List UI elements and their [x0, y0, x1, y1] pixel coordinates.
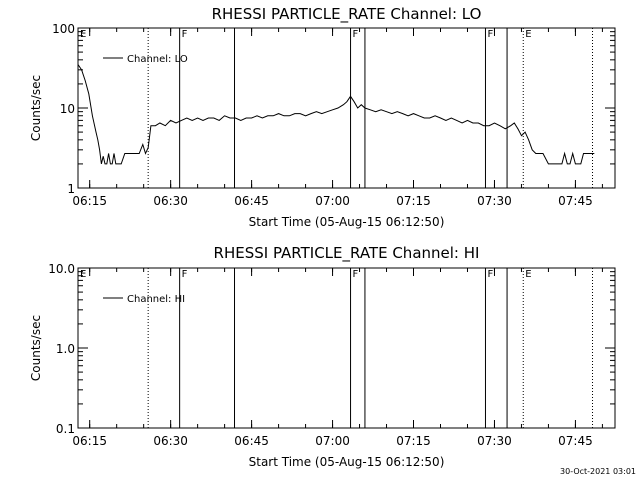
flag-label: E	[80, 29, 86, 40]
series-line	[77, 64, 595, 165]
chart-panel-hi: RHESSI PARTICLE_RATE Channel: HI 06:15 06:…	[29, 244, 616, 469]
flag-label: F	[353, 269, 359, 280]
legend-label: Channel: HI	[127, 294, 185, 305]
x-axis-label: Start Time (05-Aug-15 06:12:50)	[249, 455, 445, 469]
y-tick-label: 1.0	[56, 342, 75, 356]
x-tick-label: 06:30	[153, 434, 188, 448]
chart-panel-lo: RHESSI PARTICLE_RATE Channel: LO 06:15 06:…	[29, 5, 616, 229]
y-tick-label: 100	[52, 22, 75, 36]
chart-title: RHESSI PARTICLE_RATE Channel: LO	[212, 5, 482, 24]
flag-label: F	[182, 29, 188, 40]
flag-label: F	[487, 269, 493, 280]
flag-label: E	[525, 269, 531, 280]
y-tick-label: 10	[60, 102, 75, 116]
flag-label: F	[182, 269, 188, 280]
x-tick-label: 06:30	[153, 194, 188, 208]
y-axis-label: Counts/sec	[29, 315, 43, 381]
x-tick-label: 06:45	[234, 434, 269, 448]
y-axis-label: Counts/sec	[29, 75, 43, 141]
x-tick-label: 06:15	[72, 194, 107, 208]
chart-title: RHESSI PARTICLE_RATE Channel: HI	[214, 244, 480, 263]
x-tick-label: 06:15	[72, 434, 107, 448]
x-axis-label: Start Time (05-Aug-15 06:12:50)	[249, 215, 445, 229]
x-tick-label: 07:15	[396, 194, 431, 208]
x-tick-label: 07:00	[315, 434, 350, 448]
x-tick-label: 06:45	[234, 194, 269, 208]
x-tick-label: 07:45	[558, 194, 593, 208]
plot-frame	[77, 27, 616, 189]
flag-label: E	[80, 269, 86, 280]
flag-label: F	[487, 29, 493, 40]
x-tick-label: 07:30	[477, 194, 512, 208]
x-tick-label: 07:45	[558, 434, 593, 448]
x-tick-label: 07:30	[477, 434, 512, 448]
y-tick-label: 0.1	[56, 422, 75, 436]
x-tick-label: 07:00	[315, 194, 350, 208]
plot-frame	[77, 267, 616, 429]
x-tick-label: 07:15	[396, 434, 431, 448]
flag-label: E	[525, 29, 531, 40]
plot-date-stamp: 30-Oct-2021 03:01	[560, 467, 636, 476]
legend-label: Channel: LO	[127, 54, 188, 65]
y-tick-label: 10.0	[48, 262, 75, 276]
y-tick-label: 1	[67, 182, 75, 196]
flag-label: F	[353, 29, 359, 40]
